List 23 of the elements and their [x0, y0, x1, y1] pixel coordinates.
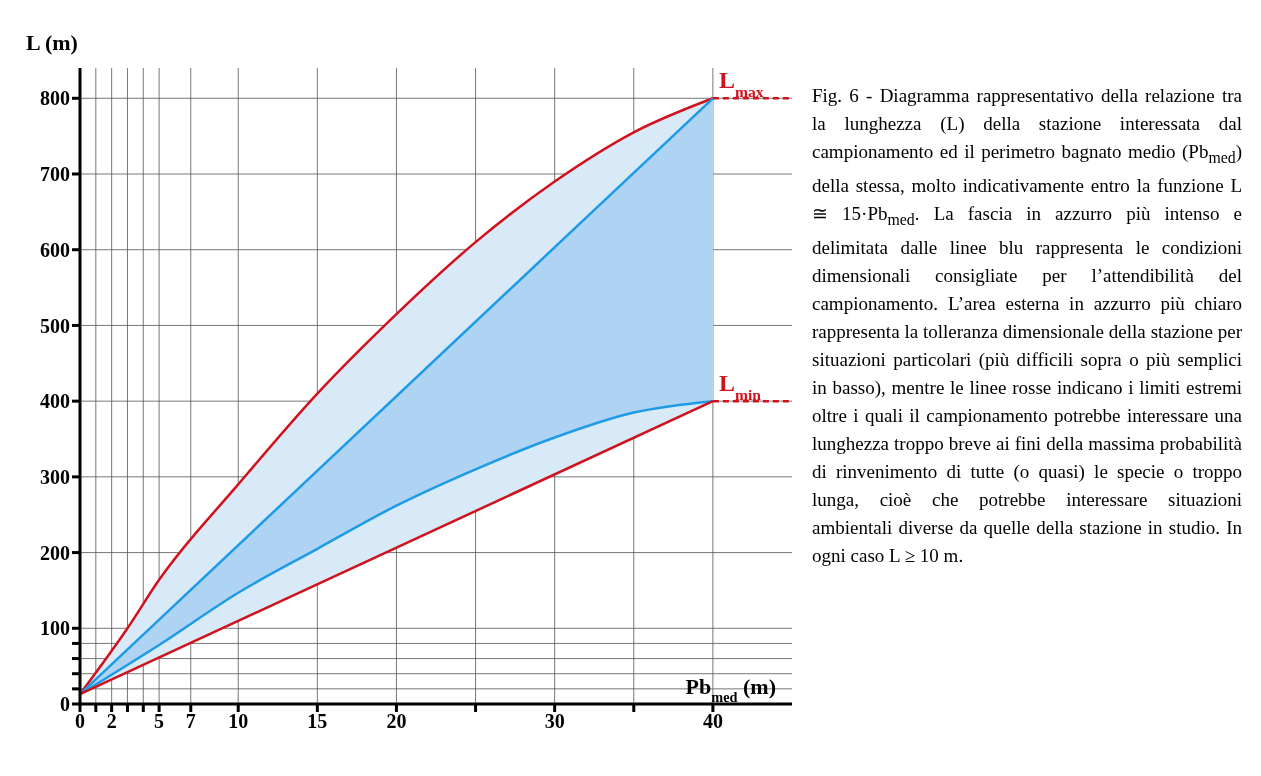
y-tick-label: 300: [40, 465, 70, 488]
annotation: L$_{min}$: [718, 370, 762, 403]
x-tick-label: 15: [307, 710, 328, 733]
y-tick-label: 700: [40, 163, 70, 186]
x-tick-label: 2: [106, 710, 117, 733]
y-tick-label: 100: [40, 617, 70, 640]
x-axis-title: Pb$_{med}$ (m): [685, 674, 776, 705]
y-tick-label: 600: [40, 238, 70, 261]
x-tick-label: 40: [702, 710, 723, 733]
y-axis-title: L (m): [26, 30, 78, 55]
text: Fig. 6 - Diagramma rappresentativo della relazione tra la lunghezza (L) della stazione interessata dal campionamento ed il perimetro bagnato medio (Pb$_{med}$) della stessa, molto indicativamente entro la funzione L ≅ 15·Pb$_{med}$. La fascia in azzurro più intenso e delimitata dalle linee blu rappresenta le condizioni dimensionali consigliate per l’attendibilità del campionamento. L’area esterna in azzurro più chiaro rappresenta la tolleranza dimensionale della stazione per situazioni particolari (più difficili sopra o più semplici in basso), mentre le linee rosse indicano i limiti estremi oltre i quali il campionamento potrebbe interessare una lunghezza troppo breve ai fini della massima probabilità di rinvenimento di tutte (o quasi) le specie o troppo lunga, cioè che potrebbe interessare situazioni ambientali diverse da quelle della stazione in studio. In ogni caso L ≥ 10 m.: [812, 85, 1242, 566]
x-tick-label: 30: [544, 710, 565, 733]
y-tick-label: 800: [40, 87, 70, 110]
x-tick-label: 7: [185, 710, 196, 733]
y-tick-label: 0: [60, 693, 70, 716]
annotation: L$_{max}$: [718, 67, 764, 100]
y-tick-label: 200: [40, 541, 70, 564]
y-tick-label: 400: [40, 390, 70, 413]
x-tick-label: 5: [154, 710, 165, 733]
x-tick-label: 20: [386, 710, 407, 733]
x-tick-label: 0: [75, 710, 85, 733]
y-tick-label: 500: [40, 314, 70, 337]
x-tick-label: 10: [228, 710, 249, 733]
